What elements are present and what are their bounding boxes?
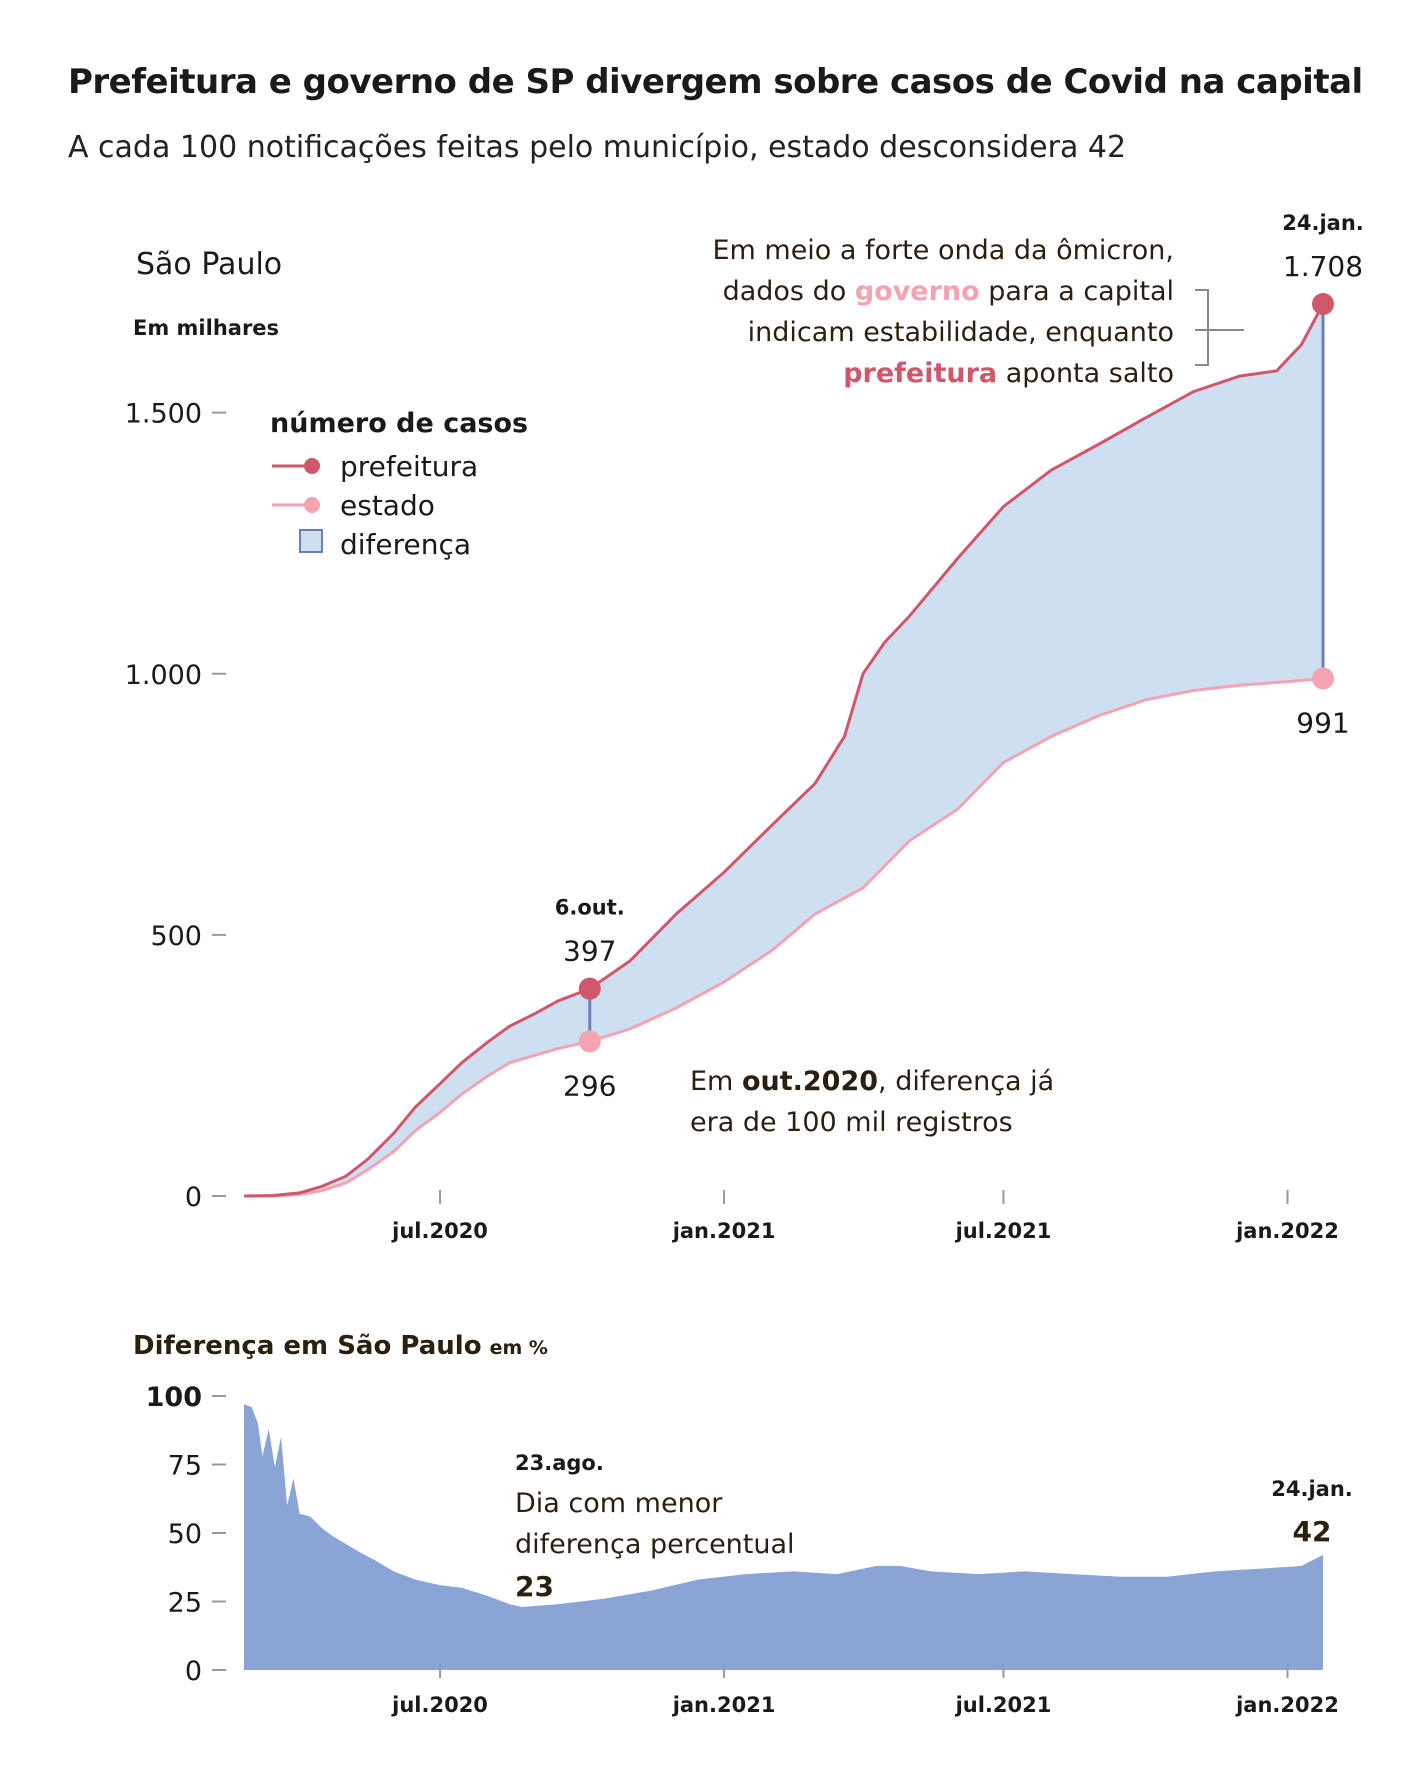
- omicron-annotation: Em meio a forte onda da ômicron, dados d…: [712, 235, 1244, 389]
- x-tick-label: jan.2022: [1235, 1219, 1339, 1243]
- y-tick-label: 0: [185, 1182, 202, 1213]
- omicron-bracket: [1195, 289, 1209, 366]
- x-tick-label: jul.2021: [955, 1219, 1052, 1243]
- last-annotation: 24.jan. 42: [1271, 1477, 1353, 1548]
- chart-title: Prefeitura e governo de SP divergem sobr…: [68, 62, 1363, 102]
- min-value-label: 23: [515, 1570, 554, 1603]
- y-tick-label: 500: [150, 921, 202, 952]
- min-date-label: 23.ago.: [515, 1451, 604, 1475]
- legend-item-prefeitura: prefeitura: [272, 450, 478, 483]
- last-value-label: 42: [1293, 1515, 1332, 1548]
- omicron-annotation-line4: prefeitura aponta salto: [843, 358, 1174, 389]
- legend-item-diferenca: diferença: [299, 528, 471, 561]
- pct-y-tick-label: 75: [168, 1451, 202, 1482]
- legend-label-diferenca: diferença: [340, 528, 471, 561]
- chart-subtitle: A cada 100 notificações feitas pelo muni…: [68, 130, 1127, 165]
- y-tick-label: 1.500: [125, 399, 202, 430]
- pct-x-tick-label: jan.2021: [672, 1693, 776, 1717]
- october-annotation-line2: era de 100 mil registros: [690, 1107, 1013, 1138]
- estado-legend-dot-icon: [304, 497, 320, 513]
- october-prefeitura-value: 397: [563, 935, 616, 968]
- prefeitura-legend-dot-icon: [304, 458, 320, 474]
- october-annotation-line1: Em out.2020, diferença já: [690, 1066, 1054, 1097]
- main-y-axis: 0 500 1.000 1.500: [125, 399, 226, 1213]
- last-date-label: 24.jan.: [1271, 1477, 1353, 1501]
- x-tick-label: jul.2020: [391, 1219, 488, 1243]
- pct-y-tick-label: 25: [168, 1588, 202, 1619]
- pct-x-tick-label: jul.2021: [955, 1693, 1052, 1717]
- october-estado-value: 296: [563, 1069, 616, 1102]
- october-date-label: 6.out.: [555, 896, 625, 920]
- pct-y-axis: 0 25 50 75 100: [146, 1382, 226, 1687]
- january-prefeitura-value: 1.708: [1283, 250, 1363, 283]
- unit-label: Em milhares: [133, 316, 279, 340]
- pct-y-tick-label: 50: [168, 1519, 202, 1550]
- min-annotation-line1: Dia com menor: [515, 1488, 723, 1519]
- omicron-annotation-line3: indicam estabilidade, enquanto: [748, 317, 1174, 348]
- prefeitura-line: [243, 303, 1325, 1198]
- pct-difference-area: [244, 1404, 1323, 1670]
- x-tick-label: jan.2021: [672, 1219, 776, 1243]
- october-estado-marker: [578, 1030, 601, 1053]
- pct-x-axis: jul.2020 jan.2021 jul.2021 jan.2022: [391, 1664, 1339, 1717]
- legend-item-estado: estado: [272, 489, 435, 522]
- diferenca-legend-square-icon: [299, 529, 323, 553]
- legend: número de casos prefeitura estado difere…: [270, 408, 528, 561]
- january-prefeitura-marker: [1312, 293, 1334, 315]
- main-x-axis: jul.2020 jan.2021 jul.2021 jan.2022: [391, 1190, 1339, 1243]
- omicron-annotation-line2: dados do governo para a capital: [723, 276, 1174, 307]
- y-tick-label: 1.000: [125, 660, 202, 691]
- january-date-label: 24.jan.: [1282, 211, 1364, 235]
- omicron-annotation-line1: Em meio a forte onda da ômicron,: [712, 235, 1174, 266]
- pct-y-tick-label: 0: [185, 1656, 202, 1687]
- pct-x-tick-label: jul.2020: [391, 1693, 488, 1717]
- pct-chart-title: Diferença em São Paulo em %: [133, 1331, 548, 1361]
- pct-x-tick-label: jan.2022: [1235, 1693, 1339, 1717]
- pct-y-tick-label: 100: [146, 1382, 202, 1413]
- location-label: São Paulo: [136, 247, 282, 282]
- estado-line: [244, 677, 1324, 1198]
- january-estado-marker: [1312, 667, 1334, 690]
- october-prefeitura-marker: [578, 977, 601, 1000]
- legend-label-estado: estado: [340, 489, 435, 522]
- legend-label-prefeitura: prefeitura: [340, 450, 478, 483]
- january-estado-value: 991: [1296, 706, 1349, 739]
- october-annotation: Em out.2020, diferença já era de 100 mil…: [690, 1066, 1054, 1138]
- min-annotation: 23.ago. Dia com menor diferença percentu…: [515, 1451, 795, 1603]
- legend-title: número de casos: [270, 408, 528, 439]
- difference-area: [244, 304, 1323, 1196]
- min-annotation-line2: diferença percentual: [515, 1529, 795, 1560]
